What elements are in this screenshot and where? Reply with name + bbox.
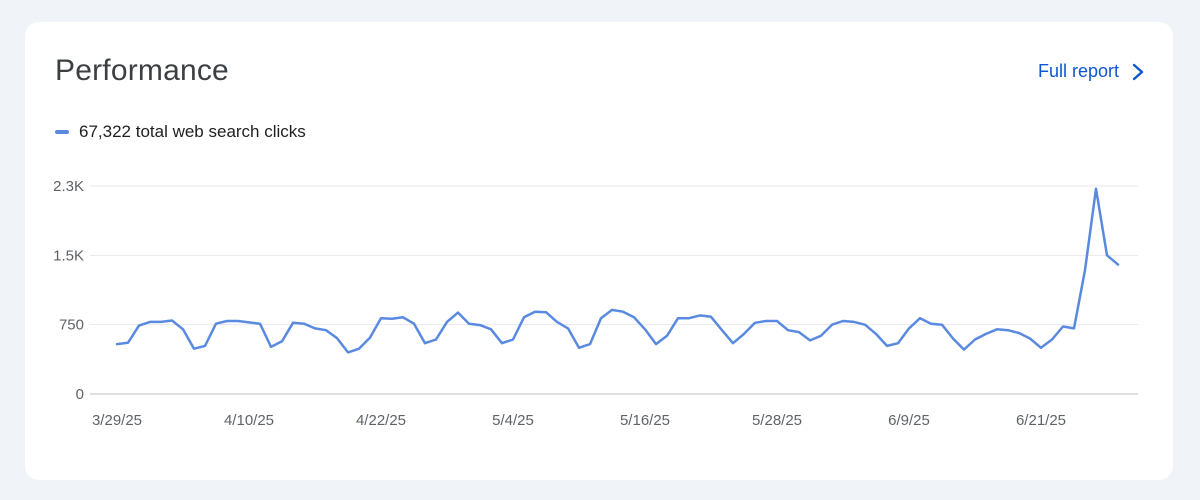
x-tick-label: 4/22/25 [356, 412, 406, 429]
y-tick-label: 0 [76, 386, 84, 403]
legend-swatch [55, 130, 69, 134]
chevron-right-icon [1132, 63, 1144, 80]
y-tick-label: 2.3K [53, 178, 84, 195]
performance-card: Performance Full report 67,322 total web… [25, 22, 1173, 480]
full-report-label: Full report [1037, 61, 1119, 81]
y-tick-label: 1.5K [53, 247, 84, 264]
x-tick-label: 6/9/25 [888, 412, 930, 429]
full-report-link[interactable]: Full report [1038, 61, 1145, 82]
chart-legend[interactable]: 67,322 total web search clicks [55, 122, 306, 142]
clicks-line-chart[interactable]: 0 750 1.5K 2.3K 3/29/25 4/10/25 4/22/25 5/4/25 5… [25, 22, 1173, 480]
x-tick-label: 5/28/25 [752, 412, 802, 429]
x-tick-label: 4/10/25 [224, 412, 274, 429]
x-tick-label: 5/4/25 [492, 412, 534, 429]
x-tick-label: 6/21/25 [1016, 412, 1066, 429]
x-tick-label: 5/16/25 [620, 412, 670, 429]
series-line-web-search-clicks[interactable] [115, 187, 1120, 354]
y-tick-label: 750 [59, 317, 84, 334]
card-title: Performance [55, 54, 229, 87]
x-tick-label: 3/29/25 [92, 412, 142, 429]
legend-label: 67,322 total web search clicks [79, 122, 306, 141]
